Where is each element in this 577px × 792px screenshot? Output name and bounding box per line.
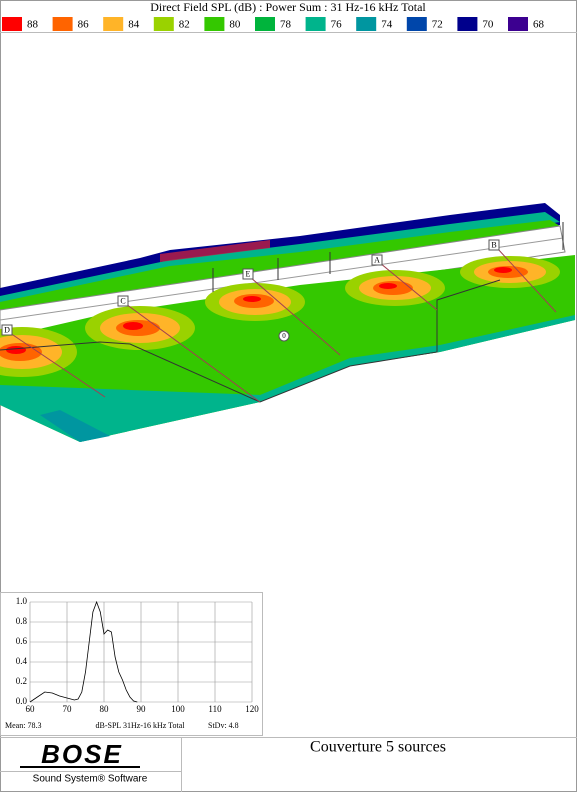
legend-label: 80: [229, 19, 241, 31]
map-label: A: [374, 255, 380, 264]
legend-label: 84: [128, 19, 140, 31]
outlines: [0, 222, 564, 403]
legend-label: 82: [179, 19, 190, 31]
y-tick-label: 0.0: [16, 696, 28, 706]
map-label: 0: [282, 332, 286, 340]
x-tick-label: 110: [208, 704, 222, 714]
legend-swatch: [204, 17, 225, 31]
legend-swatch: [508, 17, 528, 31]
legend-label: 74: [381, 19, 393, 31]
histogram-panel: 0.0 0.2 0.4 0.6 0.8 1.0 60 70 80 90 100 110 120 Mean…: [0, 592, 263, 736]
legend-label: 72: [432, 19, 443, 31]
y-tick-label: 0.8: [16, 616, 28, 626]
floor-edge: [0, 315, 575, 442]
legend-label: 88: [27, 19, 39, 31]
x-tick-label: 80: [100, 704, 110, 714]
label-box: [117, 295, 129, 307]
rail-line: [0, 237, 564, 321]
label-box: [242, 268, 254, 280]
coverage-map: D C E A B 0: [0, 203, 575, 442]
x-tick-label: 90: [137, 704, 147, 714]
legend-swatch: [153, 17, 174, 31]
label-box: [488, 239, 500, 251]
map-label: E: [246, 269, 251, 278]
panel-frame: [0, 592, 263, 736]
balcony-hot: [160, 240, 270, 262]
label-box: [1, 324, 13, 336]
legend-label: 86: [78, 19, 90, 31]
map-labels: D C E A B 0: [1, 239, 500, 342]
x-tick-label: 120: [245, 704, 259, 714]
histogram: 0.0 0.2 0.4 0.6 0.8 1.0 60 70 80 90 100 110 120: [16, 596, 260, 714]
legend-swatch: [2, 17, 22, 31]
label-box: [278, 330, 290, 342]
title: Direct Field SPL (dB) : Power Sum : 31 H…: [150, 0, 426, 14]
curve: [29, 600, 138, 703]
x-axis-label: dB-SPL 31Hz-16 kHz Total: [96, 721, 186, 730]
legend-label: 70: [482, 19, 494, 31]
legend-swatch: [356, 17, 377, 31]
legend-swatch: [103, 17, 124, 31]
mean: Mean: 78.3: [5, 721, 41, 730]
hotspots: [0, 256, 560, 377]
map-label: C: [120, 296, 125, 305]
y-tick-label: 0.6: [16, 636, 28, 646]
y-tick-label: 1.0: [16, 596, 28, 606]
x-tick-label: 100: [171, 704, 185, 714]
y-tick-label: 0.4: [16, 656, 28, 666]
map-label: D: [4, 325, 10, 334]
y-tick-label: 0.2: [16, 676, 27, 686]
balcony-front: [0, 220, 560, 310]
footer: BOSE Sound System® Software Couverture 5…: [0, 737, 577, 792]
legend-swatch: [406, 17, 427, 31]
legend-swatch: [457, 17, 478, 31]
x-tick-label: 70: [63, 704, 73, 714]
floor-corner: [40, 410, 110, 442]
legend-label: 76: [331, 19, 343, 31]
stdev: StDv: 4.8: [208, 721, 239, 730]
legend-label: 78: [280, 19, 292, 31]
legend-swatch: [255, 17, 275, 31]
logo: BOSE: [41, 739, 123, 769]
caption: Couverture 5 sources: [310, 739, 446, 756]
aim-lines: [9, 247, 557, 403]
x-tick-label: 60: [26, 704, 36, 714]
legend-swatch: [52, 17, 73, 31]
map-label: B: [491, 240, 496, 249]
legend-label: 68: [533, 19, 545, 31]
tagline: Sound System® Software: [33, 774, 148, 785]
legend-swatch: [305, 17, 326, 31]
label-box: [371, 254, 383, 266]
legend: 88 86 84 82 80 78 76 74 72 70 68: [2, 17, 545, 31]
